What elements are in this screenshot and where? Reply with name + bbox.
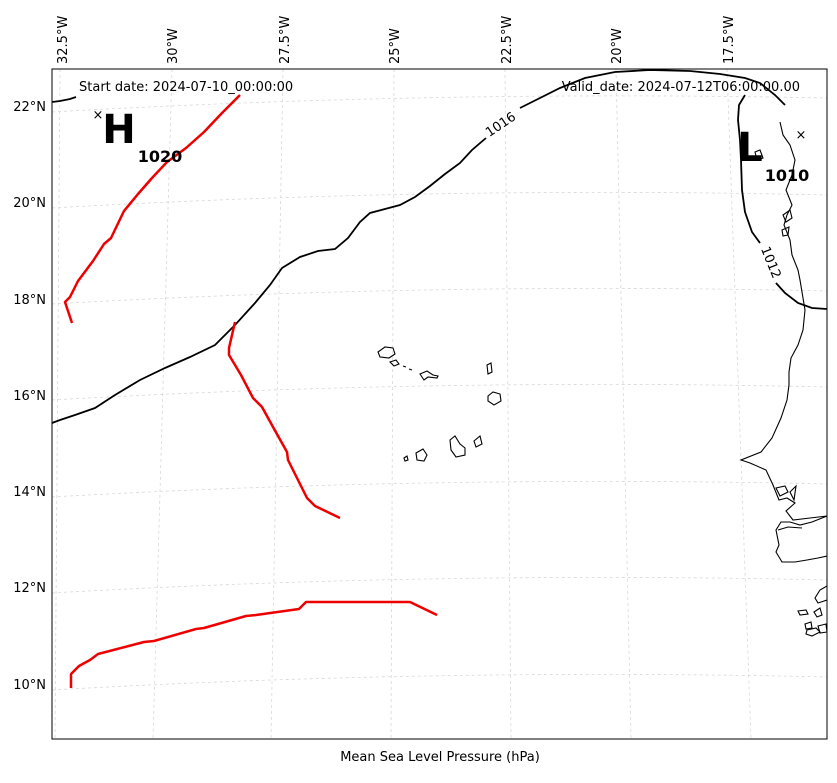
lat-label: 14°N <box>13 485 46 500</box>
island-brava <box>403 455 409 462</box>
front-north <box>63 94 241 324</box>
island-sal <box>486 362 493 375</box>
isobar-1020-line <box>52 96 77 103</box>
low-pressure-symbol: L <box>737 125 763 171</box>
high-pressure-value: 1020 <box>138 147 183 166</box>
lon-label: 25°W <box>388 28 403 64</box>
fronts <box>63 94 438 688</box>
isobar-1016-line-north <box>519 69 786 109</box>
coastlines <box>377 121 827 637</box>
lat-label: 22°N <box>13 100 46 115</box>
island-islet <box>408 368 413 371</box>
island-santiago <box>449 435 466 458</box>
latitude-labels: 22°N 20°N 18°N 16°N 14°N 12°N 10°N <box>13 100 46 693</box>
island-santo-antao <box>377 346 396 359</box>
lon-label: 20°W <box>610 28 625 64</box>
longitude-labels: 32.5°W 30°W 27.5°W 25°W 22.5°W 20°W 17.5… <box>56 16 737 64</box>
front-south <box>69 600 438 688</box>
graticule <box>52 69 827 739</box>
high-pressure-symbol: H <box>102 107 135 153</box>
isobar-1012-line <box>737 94 761 244</box>
isobars <box>52 69 827 424</box>
isobar-1012-line-south <box>775 282 827 310</box>
lon-label: 27.5°W <box>278 16 293 64</box>
lat-label: 16°N <box>13 389 46 404</box>
lon-label: 22.5°W <box>500 16 515 64</box>
front-central <box>227 321 341 520</box>
lon-label: 32.5°W <box>56 16 71 64</box>
island-fogo <box>415 448 428 462</box>
lat-label: 12°N <box>13 581 46 596</box>
lat-label: 10°N <box>13 678 46 693</box>
map-caption: Mean Sea Level Pressure (hPa) <box>340 750 540 765</box>
low-center-marker: × <box>796 128 807 143</box>
island-maio <box>473 435 483 448</box>
high-center-marker: × <box>93 108 104 123</box>
map-frame <box>51 68 828 740</box>
start-date-label: Start date: 2024-07-10_00:00:00 <box>79 80 293 95</box>
guinea-coast <box>775 515 827 563</box>
island-boa-vista <box>487 391 502 406</box>
island-sao-nicolau <box>419 370 439 381</box>
isobar-1016-line <box>52 137 487 424</box>
lat-label: 20°N <box>13 196 46 211</box>
map-area <box>52 69 827 739</box>
west-africa-coast <box>739 121 827 521</box>
island-sao-vicente <box>388 359 400 367</box>
lon-label: 30°W <box>166 28 181 64</box>
island-santa-luzia <box>402 365 407 368</box>
valid-date-label: Valid_date: 2024-07-12T06:00:00.00 <box>562 80 800 95</box>
low-pressure-value: 1010 <box>765 166 810 185</box>
lat-label: 18°N <box>13 293 46 308</box>
lon-label: 17.5°W <box>722 16 737 64</box>
